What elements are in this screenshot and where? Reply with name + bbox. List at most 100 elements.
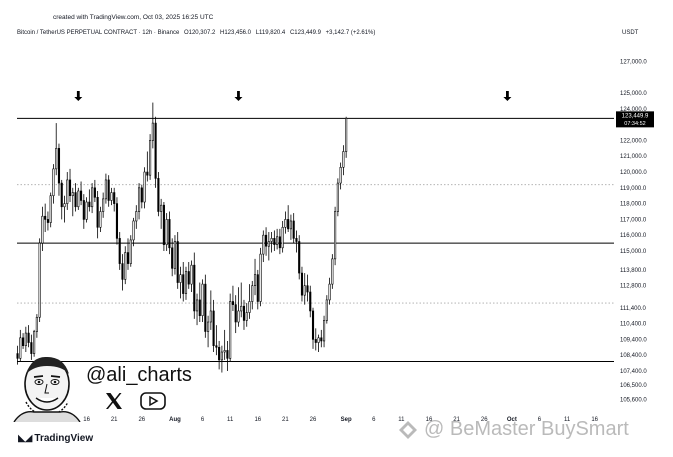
candle-body (179, 274, 182, 283)
symbol-label: Bitcoin / TetherUS PERPETUAL CONTRACT · … (17, 30, 180, 36)
candle-body (162, 204, 165, 245)
candle-body (96, 196, 99, 228)
candle-body (165, 219, 168, 245)
candle-body (245, 312, 248, 321)
time-axis-label: 11 (564, 417, 571, 423)
tradingview-logo: ◣◢ TradingView (18, 433, 93, 444)
candle-body (342, 151, 345, 168)
candle-body (265, 234, 268, 247)
candle-body (176, 241, 179, 283)
candle-body (334, 211, 337, 260)
candle-body (198, 299, 201, 316)
candle-body (231, 301, 234, 305)
time-axis-label: 6 (538, 417, 542, 423)
time-axis-label: 6 (372, 417, 376, 423)
time-axis-label: 26 (138, 417, 145, 423)
time-axis-label: 26 (481, 417, 488, 423)
candle-body (259, 253, 262, 302)
price-axis-label: 124,000.0 (620, 107, 647, 113)
candle-body (215, 345, 218, 348)
candle-body (44, 215, 47, 220)
candle-body (46, 219, 49, 223)
candle-body (223, 350, 226, 353)
candle-body (253, 274, 257, 287)
candle-body (71, 192, 74, 197)
bar-countdown: 07:34:52 (624, 121, 645, 127)
candle-body (300, 272, 304, 296)
low-value: L119,820.4 (255, 30, 286, 36)
candle-body (229, 301, 232, 359)
candle-body (55, 148, 58, 170)
time-axis-label: Aug (169, 417, 181, 423)
price-axis-label: 116,000.0 (620, 233, 647, 239)
candle-body (204, 283, 207, 332)
price-axis-label: 127,000.0 (620, 60, 647, 66)
candle-body (168, 219, 171, 249)
candle-body (287, 219, 290, 230)
plot-area (17, 41, 614, 412)
candle-body (237, 310, 240, 323)
down-arrow-icon (234, 90, 243, 101)
price-axis-label: 120,000.0 (620, 170, 647, 176)
author-handle: @ali_charts (86, 364, 192, 386)
candle-body (30, 342, 33, 354)
close-value: C123,449.9 (289, 30, 321, 36)
down-arrow-icon (74, 90, 83, 101)
price-axis-label: 108,400.0 (620, 353, 647, 359)
candle-body (104, 179, 107, 200)
time-axis-label: 11 (398, 417, 405, 423)
price-axis-label: 113,800.0 (620, 268, 647, 274)
candle-body (262, 234, 265, 255)
candle-body (41, 215, 44, 244)
time-axis-label: 21 (111, 417, 118, 423)
candle-body (303, 285, 306, 296)
candle-body (336, 182, 339, 212)
candle-body (309, 291, 312, 312)
tradingview-logo-icon: ◣◢ (18, 433, 32, 444)
candle-body (298, 241, 301, 274)
candle-body (49, 195, 52, 223)
price-axis-label: 122,000.0 (620, 138, 647, 144)
candle-body (306, 285, 309, 293)
time-axis-label: Oct (507, 417, 517, 423)
candle-body (135, 211, 138, 222)
x-logo-icon[interactable] (104, 391, 124, 411)
candle-body (99, 211, 102, 228)
candle-body (220, 351, 223, 361)
candle-body (207, 321, 210, 332)
candle-body (273, 238, 276, 245)
candle-body (33, 331, 36, 354)
candle-body (154, 122, 157, 179)
candle-body (16, 353, 19, 359)
time-axis-label: 26 (310, 417, 317, 423)
candle-body (66, 179, 69, 204)
candle-body (157, 178, 160, 212)
created-caption: created with TradingView.com, Oct 03, 20… (53, 14, 214, 21)
candle-body (35, 316, 38, 332)
high-value: H123,456.0 (219, 30, 252, 36)
watermark-text: @ BeMaster BuySmart (424, 418, 629, 440)
candle-body (193, 264, 196, 312)
candle-body (317, 337, 320, 343)
price-axis-label: 119,000.0 (620, 186, 647, 192)
candle-body (295, 238, 298, 242)
candle-body (173, 241, 177, 269)
candle-body (292, 220, 295, 239)
candle-body (63, 203, 66, 208)
price-axis-label: 121,000.0 (620, 154, 647, 160)
watermark: @ BeMaster BuySmart (398, 418, 629, 441)
change-value: +3,142.7 (+2.61%) (325, 30, 376, 36)
candle-body (195, 299, 199, 312)
candle-body (113, 192, 116, 204)
candle-body (320, 337, 323, 342)
candle-body (270, 238, 273, 242)
candle-body (314, 339, 317, 343)
candle-body (328, 283, 331, 301)
price-axis-label: 111,400.0 (620, 306, 646, 312)
youtube-icon[interactable] (140, 391, 166, 411)
price-axis-label: 112,800.0 (620, 284, 647, 290)
candle-body (115, 203, 119, 239)
candle-body (80, 190, 83, 201)
candle-body (132, 220, 135, 241)
